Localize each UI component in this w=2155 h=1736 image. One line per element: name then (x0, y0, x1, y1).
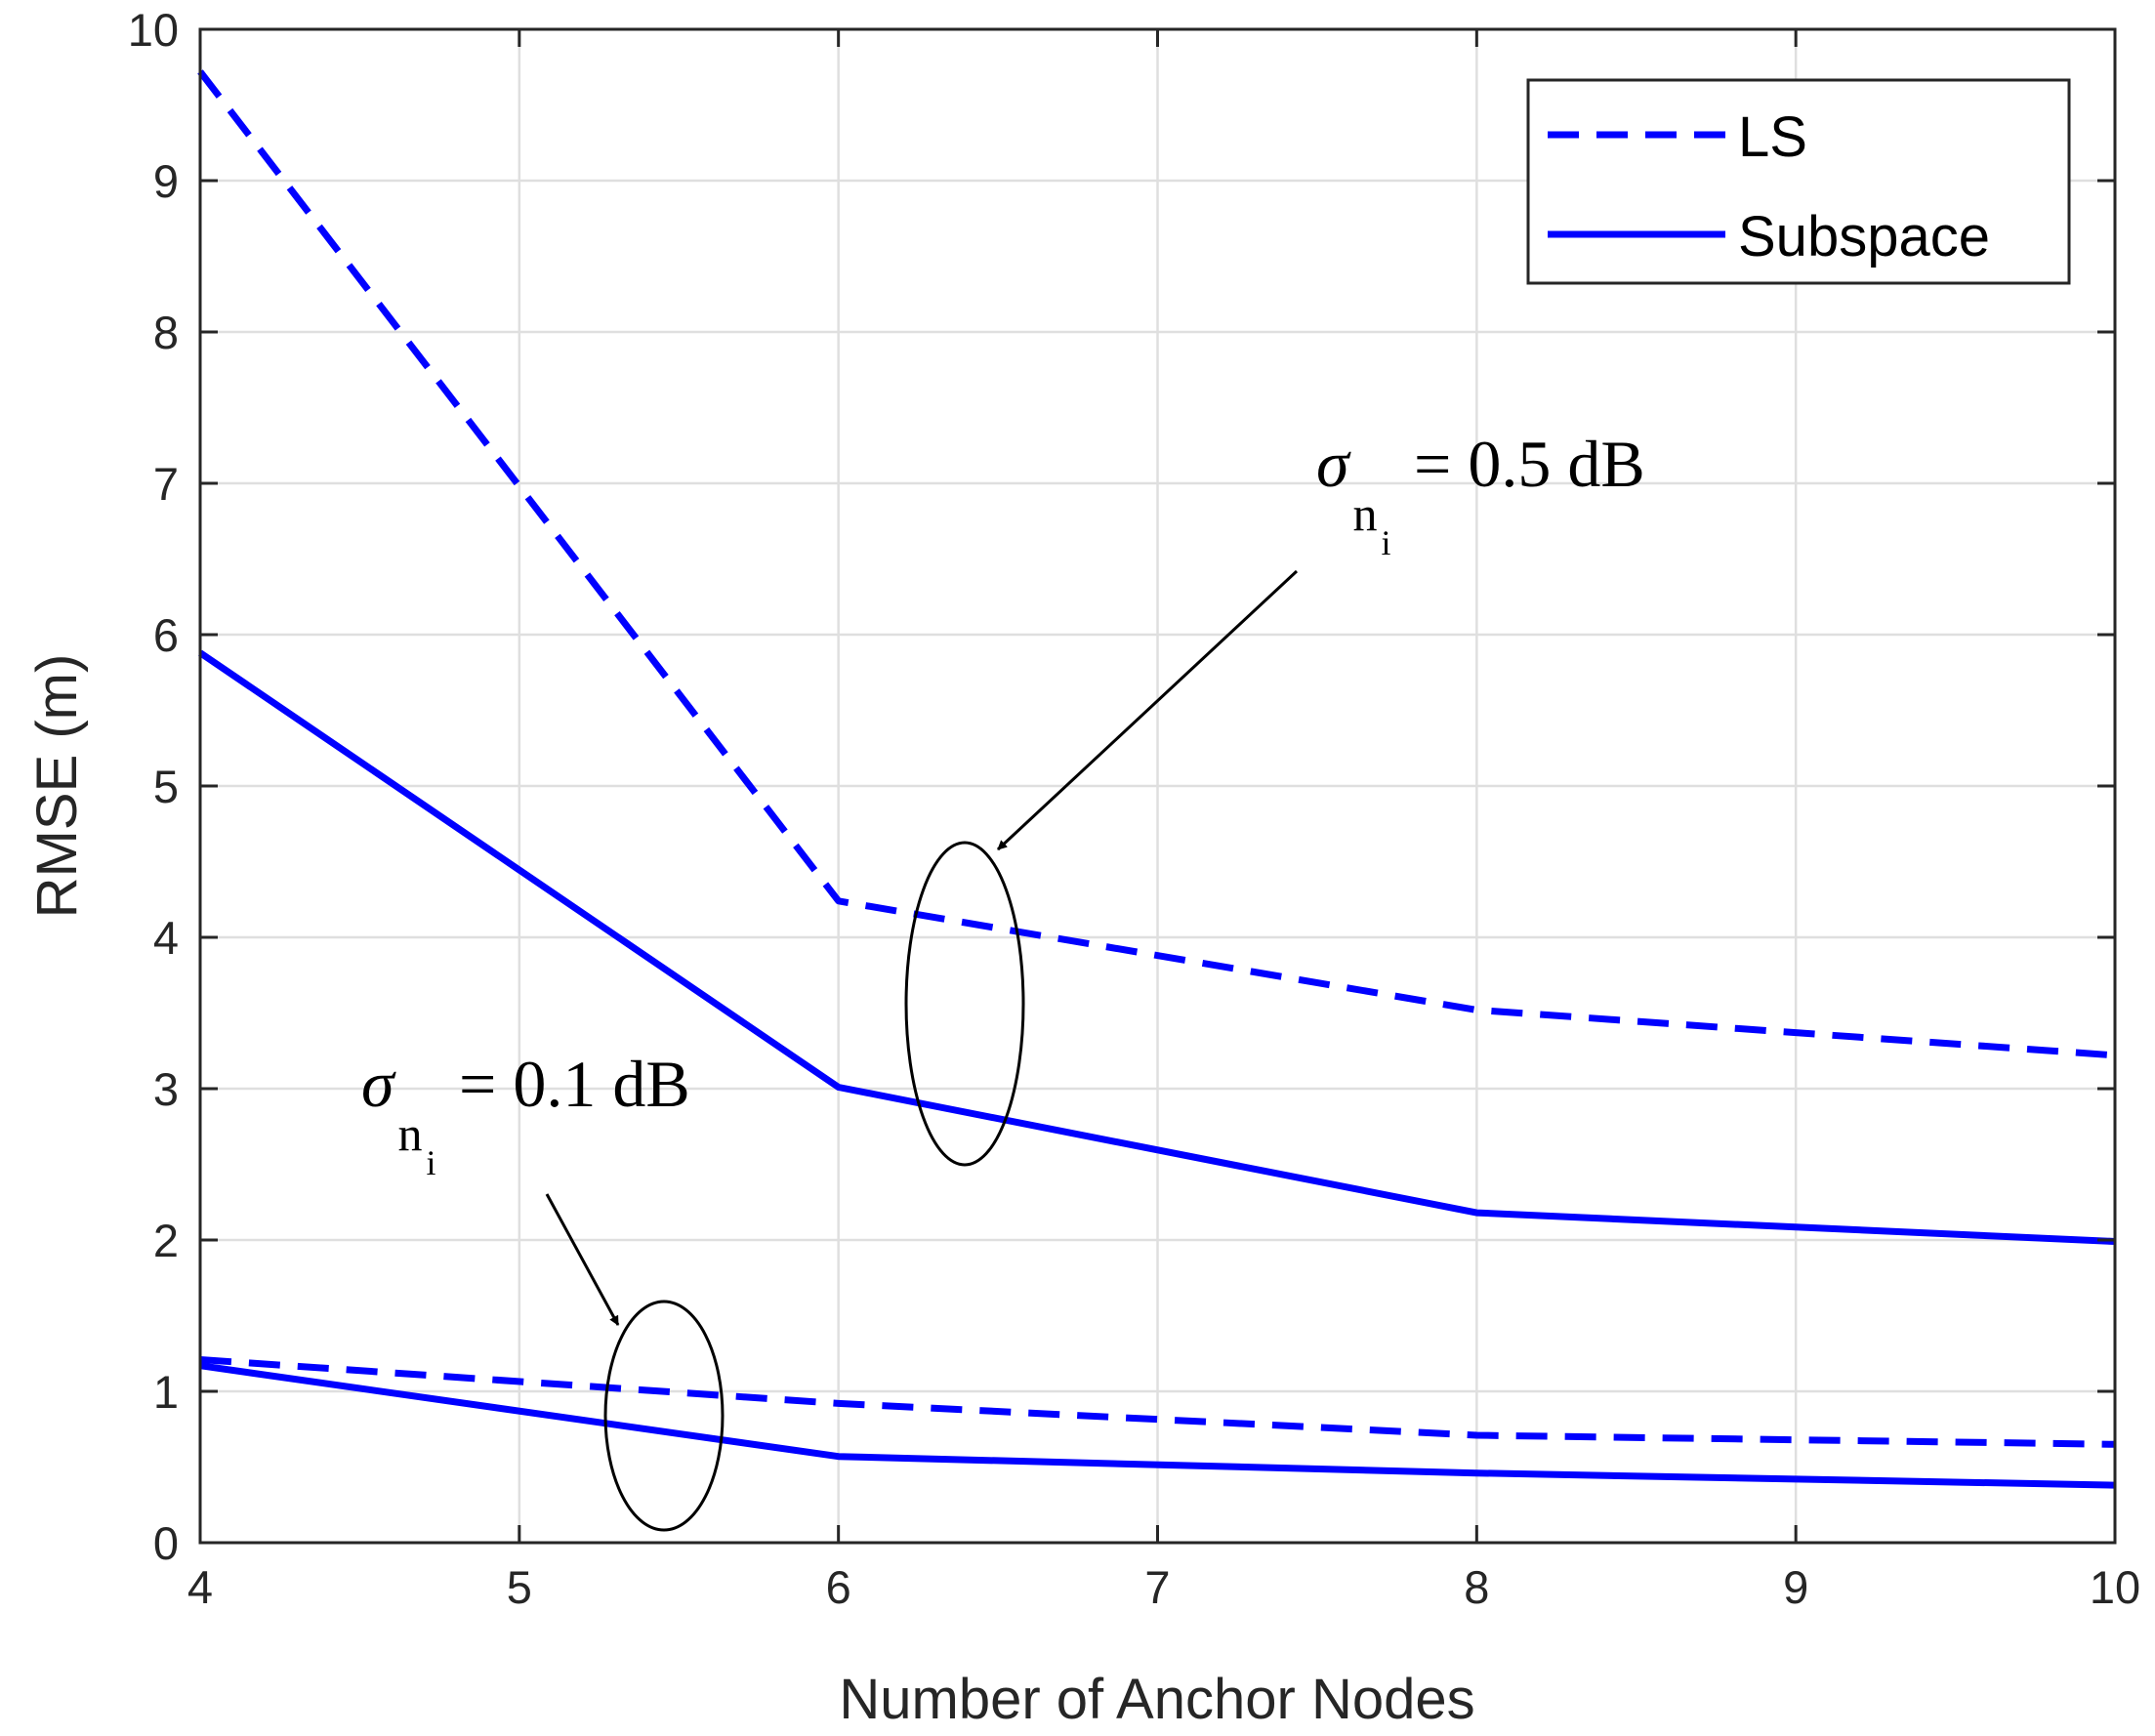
legend: LS Subspace (1526, 78, 2071, 285)
series-line-subspace-01db (199, 1362, 2116, 1489)
annotation-high-noise-arrow (996, 569, 1299, 851)
annotation-high-noise-label: σ n i = 0.5 dB (1316, 427, 1645, 562)
x-tick-label: 5 (507, 1561, 532, 1613)
annotation-high-noise: σ n i = 0.5 dB (904, 427, 1645, 1167)
x-tick-label: 4 (187, 1561, 213, 1613)
annotation-low-noise: σ n i = 0.1 dB (361, 1047, 725, 1532)
x-axis-title: Number of Anchor Nodes (839, 1668, 1474, 1731)
annotation-low-noise-arrow (545, 1193, 620, 1326)
y-axis-title: RMSE (m) (25, 654, 89, 919)
x-tick-label: 10 (2090, 1561, 2140, 1613)
x-tick-label: 7 (1144, 1561, 1170, 1613)
annotation-high-noise-ellipse (904, 841, 1025, 1167)
ticks: 4 5 6 7 8 9 10 0 1 2 3 4 5 6 7 8 9 10 (128, 4, 2140, 1613)
y-tick-label: 2 (153, 1215, 179, 1266)
y-tick-label: 7 (153, 458, 179, 510)
x-tick-label: 8 (1464, 1561, 1489, 1613)
y-tick-label: 3 (153, 1063, 179, 1115)
y-tick-label: 6 (153, 609, 179, 661)
y-tick-label: 8 (153, 307, 179, 358)
y-tick-label: 9 (153, 155, 179, 207)
series-line-ls-05db (197, 69, 2116, 1059)
y-tick-label: 0 (153, 1517, 179, 1569)
annotation-low-noise-label: σ n i = 0.1 dB (361, 1047, 690, 1182)
annotation-low-noise-ellipse (603, 1300, 725, 1532)
y-tick-label: 1 (153, 1366, 179, 1418)
x-tick-label: 9 (1783, 1561, 1808, 1613)
legend-label-ls: LS (1738, 105, 1807, 169)
series-line-subspace-05db (198, 649, 2116, 1245)
legend-box (1526, 78, 2071, 285)
y-tick-label: 4 (153, 912, 179, 964)
y-tick-label: 5 (153, 761, 179, 812)
series (197, 69, 2116, 1489)
x-tick-label: 6 (826, 1561, 851, 1613)
legend-label-subspace: Subspace (1738, 205, 1990, 269)
series-line-ls-01db (199, 1356, 2116, 1448)
y-tick-label: 10 (128, 4, 179, 56)
